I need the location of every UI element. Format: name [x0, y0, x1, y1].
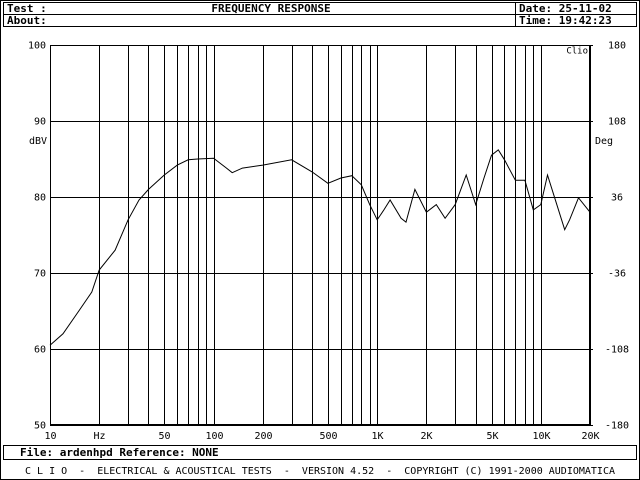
y2-tick-label: -108: [605, 345, 629, 356]
y-tick-label: 60: [34, 345, 46, 356]
x-tick-label: 500: [319, 431, 337, 442]
response-curve: [49, 149, 591, 346]
y-axis-label: dBV: [29, 136, 47, 147]
y2-tick-label: 36: [611, 193, 623, 204]
y2-tick-label: 180: [608, 41, 626, 52]
y2-tick-label: -180: [605, 421, 629, 432]
footer-box: [3, 445, 637, 460]
y-tick-label: 70: [34, 269, 46, 280]
x-tick-label: Hz: [93, 431, 105, 442]
y-tick-label: 100: [28, 41, 46, 52]
time: Time: 19:42:23: [519, 14, 612, 27]
x-tick-label: 5K: [486, 431, 498, 442]
x-tick-label: 2K: [420, 431, 432, 442]
y-tick-label: 90: [34, 117, 46, 128]
page-title: FREQUENCY RESPONSE: [211, 2, 330, 15]
y-tick-label: 80: [34, 193, 46, 204]
y2-axis-label: Deg: [595, 136, 613, 147]
x-tick-label: 100: [205, 431, 223, 442]
date: Date: 25-11-02: [519, 2, 612, 15]
x-tick-label: 20K: [581, 431, 599, 442]
credits: C L I O - ELECTRICAL & ACOUSTICAL TESTS …: [25, 466, 615, 477]
y2-tick-label: 108: [608, 117, 626, 128]
plot-frame: [50, 45, 590, 425]
x-tick-label: 200: [254, 431, 272, 442]
x-tick-label: 50: [158, 431, 170, 442]
plot: 50 60 70 80 90 100 -180 -108 -36 36 108 180 10 Hz 50 10…: [28, 41, 629, 443]
x-tick-label: 10: [44, 431, 56, 442]
y2-tick-label: -36: [608, 269, 626, 280]
test-label: Test :: [7, 2, 47, 15]
about-label: About:: [7, 14, 47, 27]
watermark: Clio: [566, 47, 588, 57]
x-tick-label: 1K: [371, 431, 383, 442]
file-info: File: ardenhpd Reference: NONE: [20, 446, 219, 459]
x-tick-label: 10K: [532, 431, 550, 442]
y-tick-label: 50: [34, 421, 46, 432]
